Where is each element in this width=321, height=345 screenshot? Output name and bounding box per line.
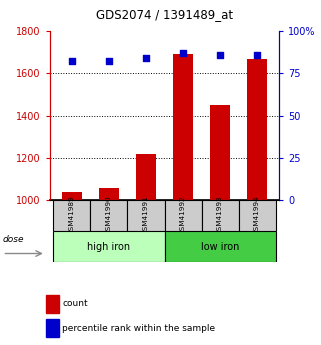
Bar bbox=[165, 200, 202, 231]
Bar bbox=[46, 295, 59, 313]
Bar bbox=[91, 200, 127, 231]
Point bbox=[107, 59, 112, 64]
Text: percentile rank within the sample: percentile rank within the sample bbox=[62, 324, 215, 333]
Text: GDS2074 / 1391489_at: GDS2074 / 1391489_at bbox=[96, 8, 233, 21]
Bar bbox=[165, 231, 275, 262]
Bar bbox=[173, 54, 193, 200]
Bar bbox=[99, 188, 119, 200]
Bar bbox=[136, 154, 156, 200]
Text: GSM41994: GSM41994 bbox=[254, 196, 260, 235]
Bar bbox=[54, 200, 91, 231]
Point bbox=[255, 52, 260, 58]
Text: dose: dose bbox=[3, 235, 24, 244]
Bar bbox=[239, 200, 275, 231]
Bar bbox=[202, 200, 239, 231]
Bar bbox=[62, 191, 82, 200]
Text: high iron: high iron bbox=[87, 242, 131, 252]
Bar bbox=[127, 200, 165, 231]
Text: low iron: low iron bbox=[201, 242, 239, 252]
Text: GSM41991: GSM41991 bbox=[143, 196, 149, 235]
Text: count: count bbox=[62, 299, 88, 308]
Bar bbox=[54, 231, 164, 262]
Bar bbox=[247, 59, 267, 200]
Point bbox=[180, 50, 186, 56]
Point bbox=[217, 52, 222, 58]
Text: GSM41990: GSM41990 bbox=[106, 196, 112, 235]
Point bbox=[143, 55, 149, 61]
Text: GSM41989: GSM41989 bbox=[69, 196, 75, 235]
Bar bbox=[210, 105, 230, 200]
Text: GSM41992: GSM41992 bbox=[180, 196, 186, 235]
Bar bbox=[46, 319, 59, 337]
Text: GSM41993: GSM41993 bbox=[217, 196, 223, 235]
Point bbox=[69, 59, 74, 64]
